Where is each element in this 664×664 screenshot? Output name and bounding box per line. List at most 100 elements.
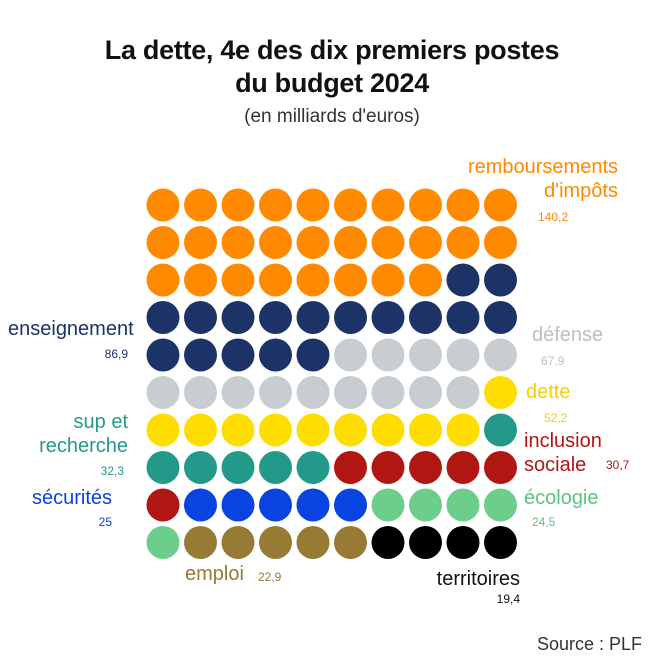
value-ecologie: 24,5	[532, 515, 556, 529]
dot--cologie	[146, 526, 180, 559]
dot-s-curit-s	[184, 488, 217, 522]
dot-d-fense	[409, 338, 442, 372]
label-territoires: territoires	[436, 568, 520, 590]
dot--cologie	[484, 488, 517, 522]
dot-remboursements-d-imp-ts	[409, 263, 442, 297]
label-enseignement: enseignement	[8, 318, 134, 340]
dot-emploi	[221, 526, 255, 559]
value-enseignement: 86,9	[104, 347, 128, 361]
dot-enseignement	[409, 301, 442, 334]
dot-inclusion-sociale	[371, 451, 405, 484]
dot-enseignement	[296, 338, 330, 372]
dot-dette	[184, 413, 217, 447]
dot-d-fense	[334, 376, 367, 409]
dot-d-fense	[221, 376, 255, 409]
dot-territoires	[446, 526, 480, 559]
label-remboursements: remboursements d'impôts	[468, 155, 618, 203]
dot-d-fense	[371, 376, 405, 409]
label-inclusion-sociale: inclusion sociale	[524, 429, 602, 477]
dot-enseignement	[446, 301, 480, 334]
dot-emploi	[296, 526, 330, 559]
dot-inclusion-sociale	[146, 488, 180, 522]
dot-emploi	[259, 526, 292, 559]
dot-d-fense	[446, 338, 480, 372]
dot-remboursements-d-imp-ts	[184, 263, 217, 297]
dot-enseignement	[484, 263, 517, 297]
value-territoires: 19,4	[496, 592, 520, 606]
label-dette: dette	[526, 381, 571, 403]
dot-remboursements-d-imp-ts	[334, 226, 367, 259]
dot-dette	[409, 413, 442, 447]
dot-territoires	[484, 526, 517, 559]
dot-remboursements-d-imp-ts	[334, 188, 367, 222]
dot-remboursements-d-imp-ts	[296, 263, 330, 297]
dot-enseignement	[259, 338, 292, 372]
dot-remboursements-d-imp-ts	[146, 226, 180, 259]
dot-remboursements-d-imp-ts	[296, 226, 330, 259]
value-remboursements: 140,2	[538, 210, 569, 224]
dot-dette	[221, 413, 255, 447]
dot-d-fense	[296, 376, 330, 409]
dot-enseignement	[146, 338, 180, 372]
dot-remboursements-d-imp-ts	[484, 188, 517, 222]
dot-s-curit-s	[221, 488, 255, 522]
dot-remboursements-d-imp-ts	[371, 188, 405, 222]
dot-enseignement	[146, 301, 180, 334]
source-note: Source : PLF	[536, 634, 642, 654]
value-inclusion-sociale: 30,7	[606, 458, 630, 472]
dot-d-fense	[409, 376, 442, 409]
dot-dette	[296, 413, 330, 447]
dot-sup-et-recherche	[484, 413, 517, 447]
dot-enseignement	[259, 301, 292, 334]
label-inclusion-sociale-line-1: inclusion	[524, 430, 602, 452]
dot-sup-et-recherche	[184, 451, 217, 484]
label-sup-recherche-line-1: sup et	[73, 411, 128, 433]
dot-remboursements-d-imp-ts	[409, 226, 442, 259]
dot-s-curit-s	[334, 488, 367, 522]
dot--cologie	[409, 488, 442, 522]
dot-remboursements-d-imp-ts	[184, 226, 217, 259]
label-securites: sécurités	[31, 487, 112, 509]
chart-title-line-2: du budget 2024	[235, 68, 429, 98]
dot-enseignement	[184, 301, 217, 334]
dot-emploi	[184, 526, 217, 559]
dot--cologie	[446, 488, 480, 522]
dot-s-curit-s	[296, 488, 330, 522]
dot-enseignement	[296, 301, 330, 334]
dot-enseignement	[446, 263, 480, 297]
dot-remboursements-d-imp-ts	[259, 226, 292, 259]
dot-d-fense	[446, 376, 480, 409]
label-remboursements-line-1: remboursements	[467, 156, 618, 178]
dot-remboursements-d-imp-ts	[184, 188, 217, 222]
dot-enseignement	[221, 338, 255, 372]
dot-inclusion-sociale	[409, 451, 442, 484]
dot-remboursements-d-imp-ts	[371, 263, 405, 297]
value-emploi: 22,9	[258, 570, 282, 584]
dot-inclusion-sociale	[334, 451, 367, 484]
value-sup-recherche: 32,3	[100, 464, 124, 478]
label-remboursements-line-2: d'impôts	[544, 180, 618, 202]
dot-dette	[446, 413, 480, 447]
dot-remboursements-d-imp-ts	[221, 226, 255, 259]
dot-d-fense	[371, 338, 405, 372]
dot-d-fense	[146, 376, 180, 409]
dot-dette	[334, 413, 367, 447]
label-sup-recherche: sup et recherche	[39, 410, 128, 458]
dot-dette	[259, 413, 292, 447]
dot-sup-et-recherche	[221, 451, 255, 484]
label-defense: défense	[532, 324, 604, 346]
dot-s-curit-s	[259, 488, 292, 522]
dot-remboursements-d-imp-ts	[146, 188, 180, 222]
label-sup-recherche-line-2: recherche	[39, 435, 128, 457]
dot-remboursements-d-imp-ts	[446, 226, 480, 259]
dot-inclusion-sociale	[484, 451, 517, 484]
chart-title-line-1: La dette, 4e des dix premiers postes	[104, 35, 560, 65]
dot-inclusion-sociale	[446, 451, 480, 484]
dot-remboursements-d-imp-ts	[484, 226, 517, 259]
dot-territoires	[371, 526, 405, 559]
chart-title: La dette, 4e des dix premiers postes du …	[0, 34, 664, 100]
dot-remboursements-d-imp-ts	[221, 263, 255, 297]
dot-territoires	[409, 526, 442, 559]
dot-enseignement	[334, 301, 367, 334]
